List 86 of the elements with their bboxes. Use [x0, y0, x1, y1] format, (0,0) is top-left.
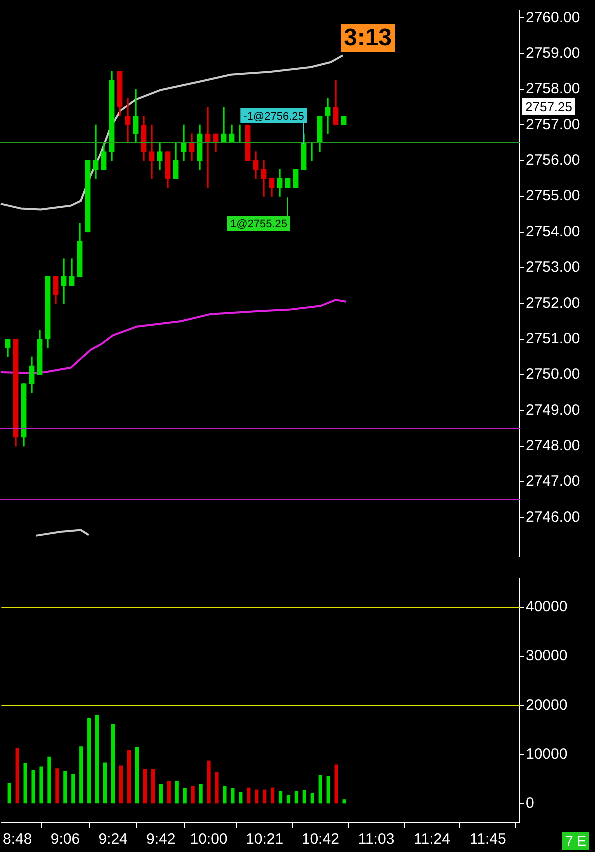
y-tick-label: 2747.00 [526, 473, 580, 490]
bar [127, 750, 132, 804]
bar [215, 772, 219, 804]
bar [16, 748, 20, 804]
bar [286, 795, 291, 804]
bar [159, 784, 163, 804]
x-tick-label: 8:48 [2, 831, 32, 848]
bar [151, 769, 155, 804]
bar [318, 775, 322, 804]
candlestick [125, 98, 131, 144]
y-tick-label: 2754.00 [526, 223, 580, 240]
y-tick-label: 2755.00 [526, 188, 580, 205]
x-tick-label: 9:24 [98, 831, 128, 848]
y-tick-label: 2749.00 [526, 402, 580, 419]
annotation: 1@2755.25 [230, 218, 288, 231]
bar [302, 790, 307, 804]
bar [310, 793, 314, 804]
x-tick-label: 11:03 [358, 831, 395, 848]
candlestick [221, 107, 227, 144]
bar [183, 788, 187, 804]
y-tick-label: 2758.00 [526, 80, 580, 98]
bar [247, 788, 251, 804]
text: 2757.25 [526, 100, 573, 115]
bar [96, 715, 100, 804]
bar [64, 771, 68, 804]
bar [143, 769, 148, 804]
bar [111, 724, 116, 804]
y-tick-label: 2748.00 [526, 438, 580, 455]
x-tick-label: 10:00 [190, 831, 228, 848]
bar [135, 748, 140, 804]
y-tick-label: 2751.00 [526, 330, 580, 348]
bar [262, 790, 267, 804]
x-tick-label: 10:21 [246, 831, 284, 848]
x-tick-label: 11:45 [470, 831, 506, 848]
y-tick-label: 2760.00 [526, 9, 580, 26]
bar [88, 718, 92, 804]
y-tick-label: 2753.00 [526, 259, 580, 276]
y-tick-label: 2756.00 [526, 152, 580, 170]
bar [294, 791, 299, 804]
y-tick-label: 2750.00 [526, 366, 580, 384]
annotation: 3:13 [344, 24, 392, 52]
bar [72, 774, 76, 804]
bar [56, 768, 60, 804]
bar [167, 781, 171, 804]
bar [119, 766, 124, 804]
bar [175, 780, 179, 804]
y-tick-label: 2757.00 [526, 116, 580, 134]
bar [48, 756, 52, 804]
bar [103, 762, 108, 804]
x-tick-label: 9:42 [146, 831, 176, 848]
bar [32, 770, 36, 804]
bar [326, 776, 330, 804]
y-tick-label: 10000 [526, 746, 568, 763]
candlestick [61, 258, 67, 304]
x-tick-label: 10:42 [302, 831, 340, 848]
bar [207, 760, 211, 804]
bar [199, 784, 203, 804]
y-tick-label: 0 [526, 794, 534, 812]
y-tick-label: 2752.00 [526, 294, 580, 312]
y-tick-label: 30000 [526, 648, 568, 665]
bar [342, 800, 346, 804]
bar [40, 766, 44, 804]
bar [270, 788, 275, 804]
candlestick [149, 124, 155, 180]
x-tick-label: 11:24 [414, 831, 450, 848]
bar [255, 790, 259, 804]
bar [278, 791, 283, 804]
bar [24, 763, 28, 804]
bar [80, 746, 84, 804]
bar [191, 786, 195, 804]
bar [231, 788, 235, 804]
bar [334, 764, 338, 804]
candlestick [205, 107, 211, 188]
y-tick-label: 20000 [526, 696, 568, 714]
bar [8, 783, 12, 804]
candlestick [261, 160, 267, 197]
y-tick-label: 40000 [526, 598, 568, 616]
annotation: -1@2756.25 [244, 110, 304, 123]
candlestick [93, 124, 99, 180]
candlestick [325, 98, 331, 134]
text: 7 E [565, 832, 587, 849]
y-tick-label: 2759.00 [526, 44, 580, 62]
x-tick-label: 9:06 [50, 831, 80, 848]
bar [223, 786, 227, 804]
bar [239, 792, 243, 804]
y-tick-label: 2746.00 [526, 508, 580, 526]
